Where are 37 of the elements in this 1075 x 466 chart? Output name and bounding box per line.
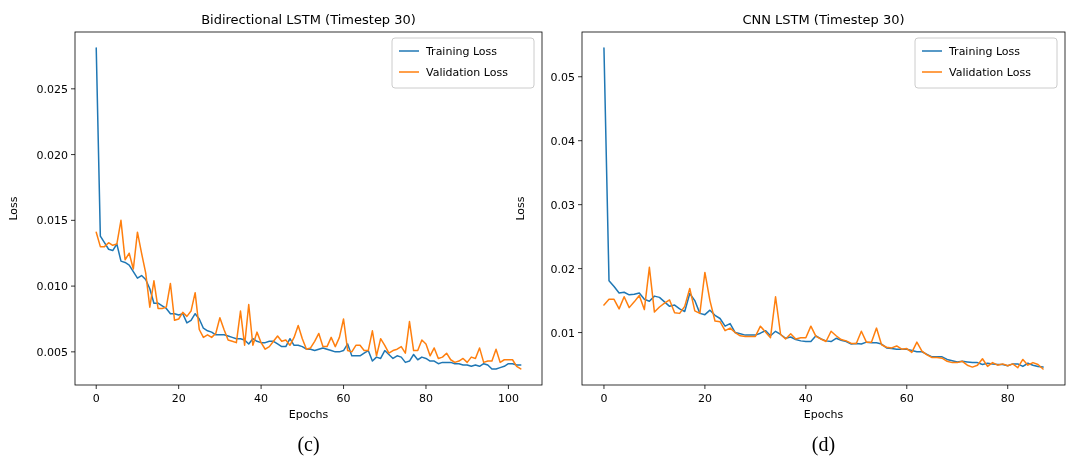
y-tick-label: 0.01 <box>550 326 575 340</box>
x-tick-label: 40 <box>254 392 269 405</box>
legend-label: Training Loss <box>948 45 1021 58</box>
legend-label: Validation Loss <box>426 66 509 79</box>
line-series <box>95 47 522 370</box>
text: (d) <box>811 433 836 456</box>
y-tick-label: 0.020 <box>36 148 68 162</box>
x-tick-label: 20 <box>697 392 712 405</box>
x-tick-label: 60 <box>336 392 351 405</box>
line-series <box>603 266 1044 370</box>
x-tick-label: 80 <box>418 392 433 405</box>
text: (c) <box>297 433 320 456</box>
chart-title: Bidirectional LSTM (Timestep 30) <box>201 12 416 27</box>
y-tick-label: 0.05 <box>550 70 575 84</box>
x-tick-label: 0 <box>600 392 608 405</box>
x-tick-label: 40 <box>798 392 813 405</box>
x-tick-label: 100 <box>497 392 519 405</box>
x-tick-label: 20 <box>171 392 186 405</box>
x-axis-title: Epochs <box>803 408 844 421</box>
y-tick-label: 0.015 <box>36 214 68 228</box>
x-tick-label: 60 <box>899 392 914 405</box>
y-tick-label: 0.02 <box>550 262 575 276</box>
legend-label: Validation Loss <box>949 66 1032 79</box>
line-series <box>95 219 522 370</box>
x-tick-label: 80 <box>1000 392 1015 405</box>
line-series <box>603 47 1044 368</box>
y-tick-label: 0.005 <box>36 345 68 359</box>
x-tick-label: 0 <box>92 392 100 405</box>
x-axis-title: Epochs <box>288 408 329 421</box>
legend-label: Training Loss <box>425 45 498 58</box>
y-tick-label: 0.010 <box>36 280 68 294</box>
y-tick-label: 0.04 <box>550 134 575 148</box>
y-axis-title: Loss <box>514 196 527 221</box>
y-axis-title: Loss <box>7 196 20 221</box>
y-tick-label: 0.025 <box>36 82 68 96</box>
chart-title: CNN LSTM (Timestep 30) <box>742 12 905 27</box>
y-tick-label: 0.03 <box>550 198 575 212</box>
